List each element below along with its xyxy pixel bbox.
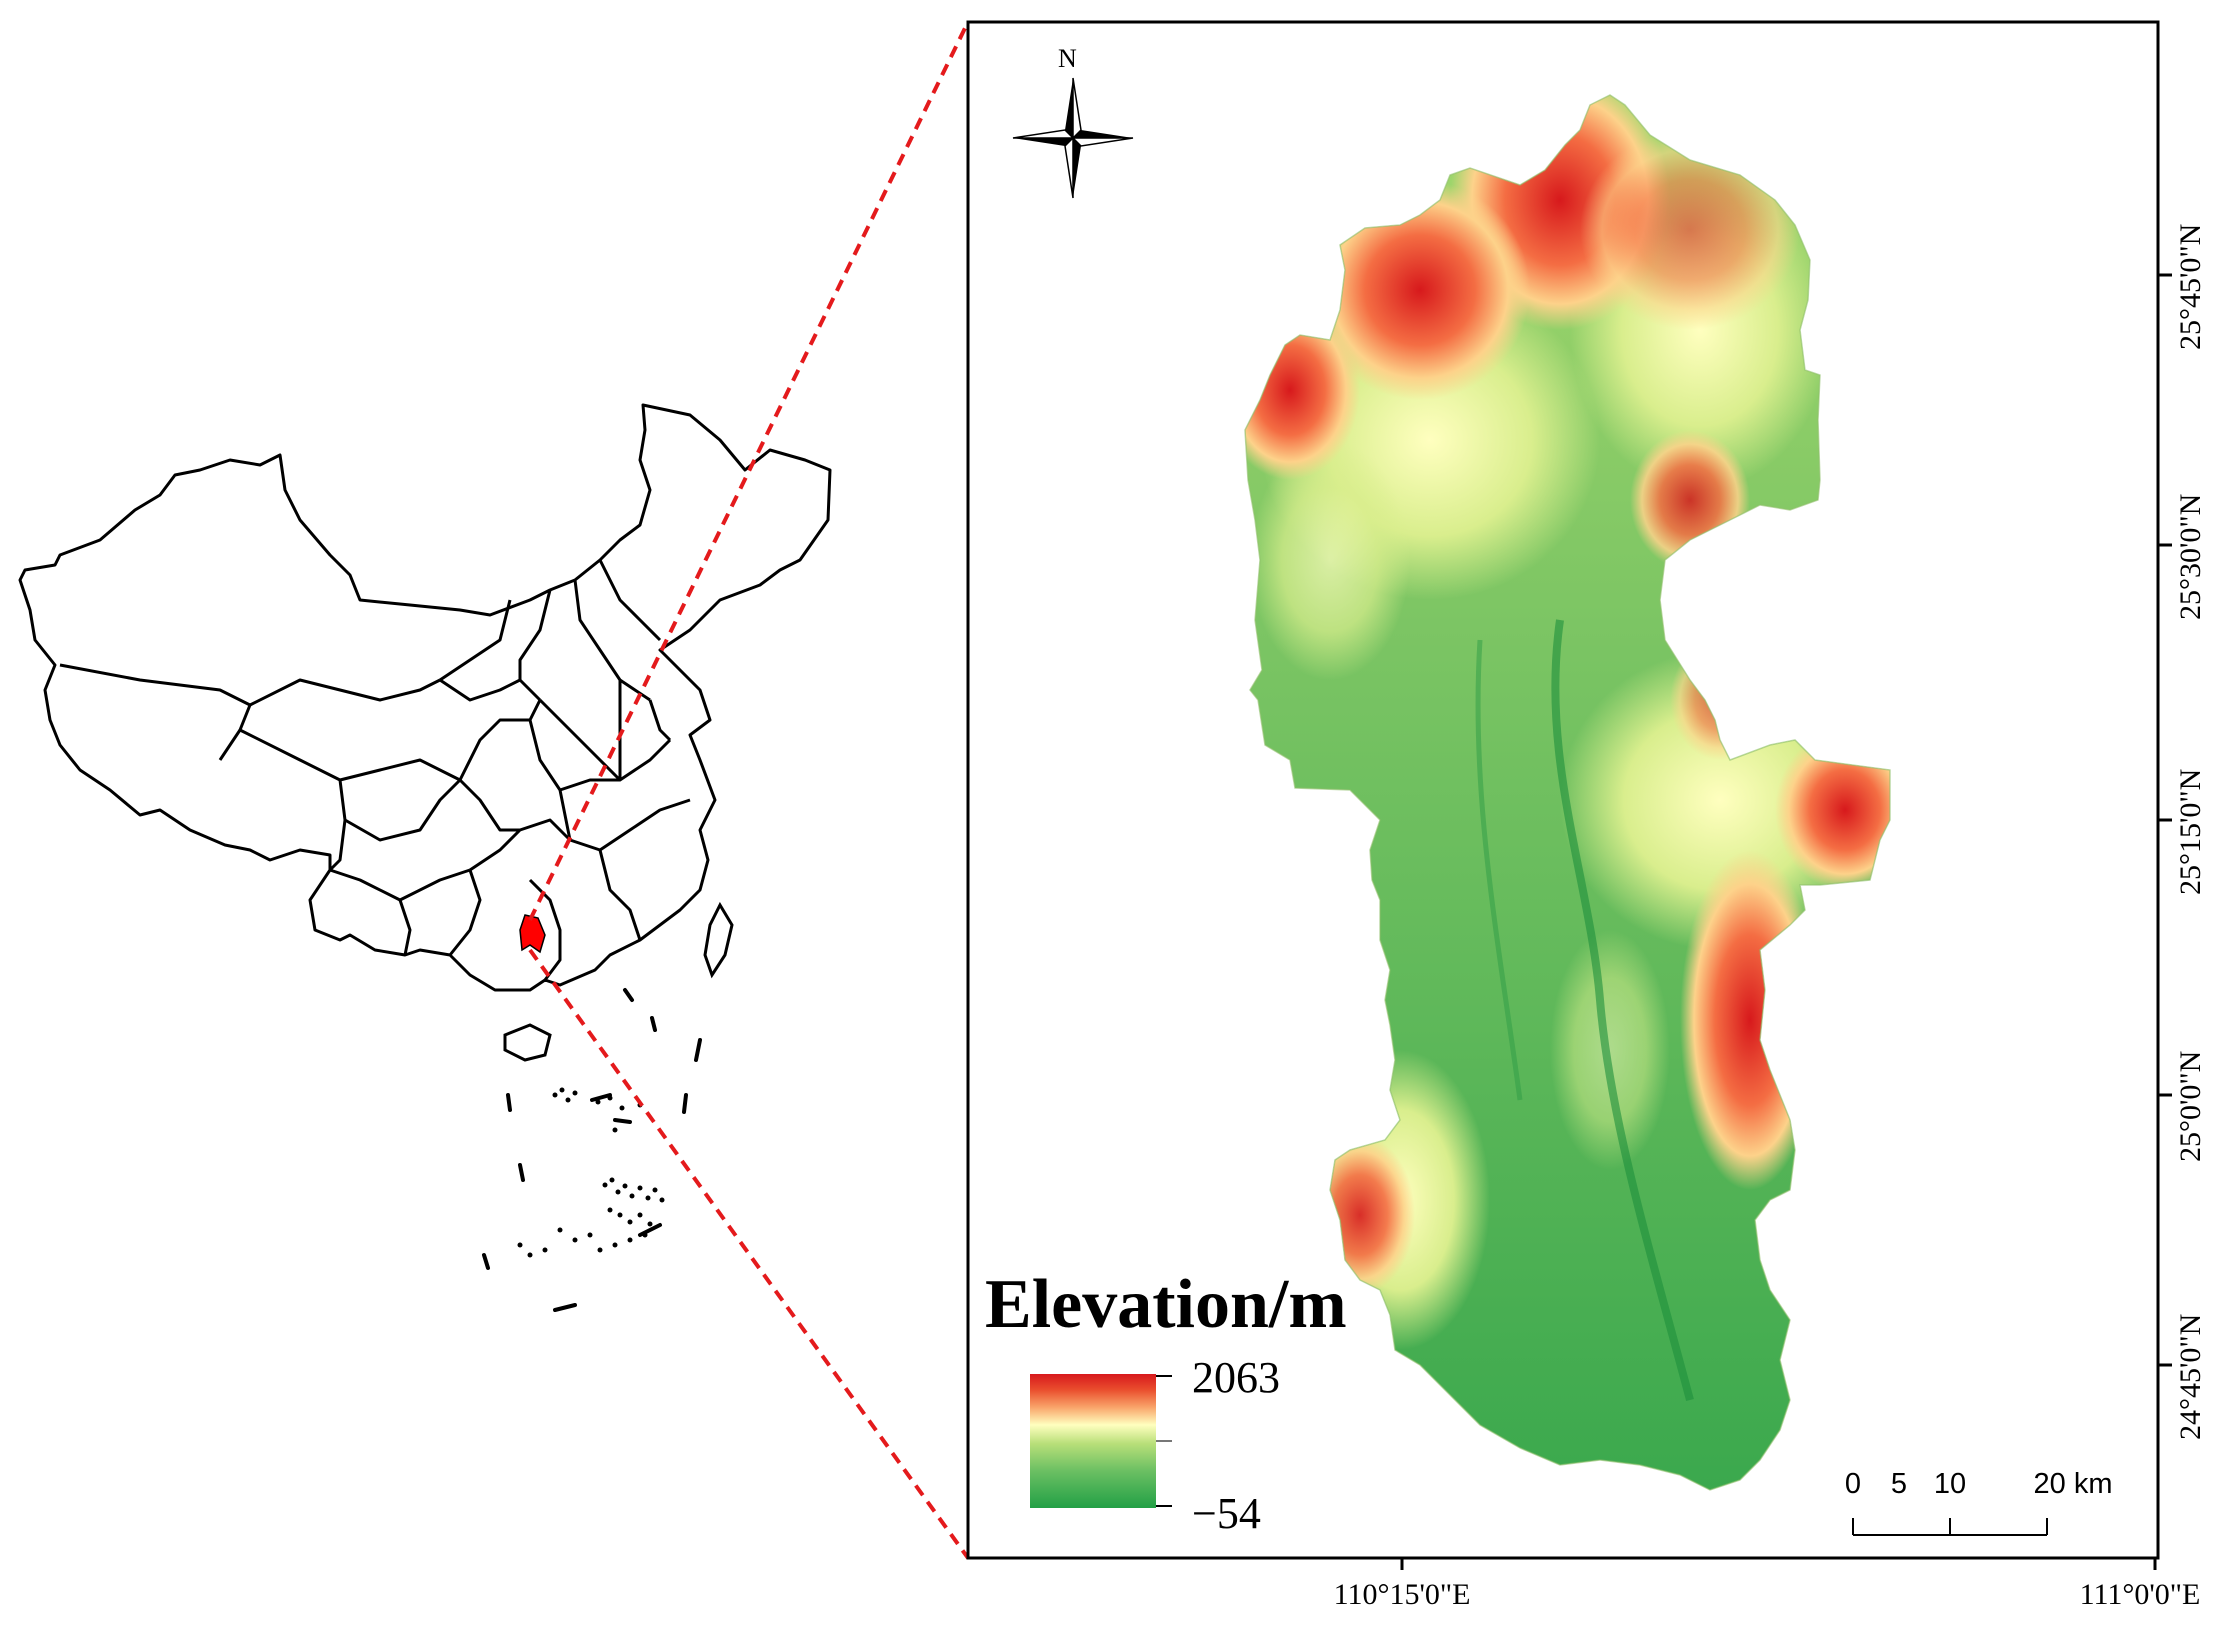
scale-label-0: 0 (1844, 1468, 1862, 1500)
scale-label-5: 5 (1890, 1468, 1908, 1500)
scale-bar-graphic (1852, 1518, 2048, 1536)
lat-label-4: 25°0'0"N (2174, 1050, 2207, 1162)
compass-rose-icon (1012, 77, 1134, 199)
north-label: N (1058, 44, 1077, 73)
lat-label-5: 24°45'0"N (2174, 1313, 2207, 1440)
lat-label-3: 25°15'0"N (2174, 768, 2207, 895)
country-outline (18, 403, 832, 992)
scale-label-10: 10 (1933, 1468, 1967, 1500)
south-sea-islands (517, 1087, 665, 1258)
legend-max-label: 2063 (1192, 1353, 1280, 1402)
legend-min-label: −54 (1192, 1489, 1261, 1538)
scale-label-20: 20 km (2033, 1468, 2113, 1500)
leader-line-bottom (528, 948, 970, 1560)
study-area-highlight (519, 914, 546, 954)
lon-label-2: 111°0'0"E (2079, 1578, 2201, 1611)
leader-line-top (528, 21, 970, 921)
taiwan-island (703, 901, 734, 979)
lon-label-1: 110°15'0"E (1333, 1578, 1471, 1611)
lat-label-1: 25°45'0"N (2174, 223, 2207, 350)
lat-label-2: 25°30'0"N (2174, 493, 2207, 620)
legend-color-ramp (1030, 1374, 1156, 1508)
legend-title: Elevation/m (985, 1266, 1347, 1343)
hainan-island (503, 1023, 552, 1062)
